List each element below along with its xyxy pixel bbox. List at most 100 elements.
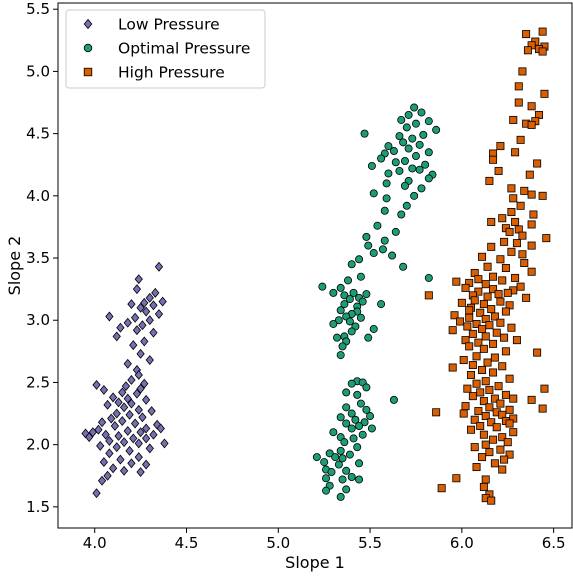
data-point: [112, 331, 121, 342]
data-point: [399, 138, 408, 147]
data-point: [538, 191, 547, 200]
data-point: [130, 418, 140, 429]
data-point: [485, 448, 494, 457]
data-point: [380, 236, 389, 245]
legend-marker: [83, 67, 93, 77]
data-point: [540, 89, 549, 98]
data-point: [338, 454, 347, 463]
data-point: [112, 408, 121, 419]
data-point: [345, 317, 354, 326]
data-point: [151, 287, 160, 298]
data-point: [356, 313, 365, 322]
data-point: [353, 443, 362, 452]
data-point: [437, 484, 446, 493]
data-point: [140, 378, 149, 389]
data-point: [141, 423, 151, 434]
data-point: [518, 67, 527, 76]
y-axis-title: Slope 2: [5, 236, 24, 296]
data-point: [141, 433, 151, 444]
data-point: [127, 458, 136, 469]
data-point: [487, 242, 496, 251]
data-point: [481, 475, 490, 484]
data-point: [424, 273, 433, 282]
y-tick-label: 3.0: [26, 311, 50, 329]
data-point: [366, 412, 375, 421]
data-point: [459, 409, 468, 418]
data-point: [496, 318, 505, 327]
data-point: [329, 288, 338, 297]
data-point: [327, 468, 336, 477]
data-point: [322, 486, 331, 495]
data-point: [132, 325, 142, 336]
data-point: [85, 432, 94, 443]
data-point: [483, 358, 492, 367]
data-point: [147, 406, 156, 417]
y-tick-label: 5.5: [26, 0, 50, 18]
data-point: [123, 317, 132, 328]
data-point: [347, 409, 356, 418]
data-point: [349, 434, 358, 443]
data-point: [478, 366, 487, 375]
data-point: [511, 217, 520, 226]
data-point: [417, 184, 426, 193]
data-point: [141, 306, 151, 317]
data-point: [119, 402, 129, 413]
data-point: [345, 450, 354, 459]
data-point: [540, 384, 549, 393]
data-point: [367, 161, 376, 170]
data-point: [472, 352, 481, 361]
data-point: [112, 442, 121, 453]
data-point: [336, 351, 345, 360]
data-point: [481, 412, 490, 421]
data-point: [116, 454, 125, 465]
data-point: [463, 384, 472, 393]
data-point: [474, 407, 483, 416]
y-axis-ticks: 1.5 2.0 2.5 3.0 3.5 4.0 4.5 5.0 5.5: [26, 0, 58, 516]
x-axis-title: Slope 1: [285, 553, 345, 572]
data-point: [478, 324, 487, 333]
data-point: [141, 459, 151, 470]
data-point: [494, 290, 503, 299]
data-point: [507, 184, 516, 193]
data-point: [485, 321, 494, 330]
data-point: [153, 419, 162, 430]
data-point: [487, 418, 496, 427]
data-point: [336, 492, 345, 501]
data-point: [522, 30, 531, 39]
data-point: [501, 263, 510, 272]
x-tick-label: 5.0: [266, 534, 290, 552]
data-point: [99, 457, 109, 468]
data-point: [479, 300, 488, 309]
series-1: [312, 103, 441, 501]
data-point: [318, 282, 327, 291]
data-point: [389, 147, 398, 156]
data-point: [498, 214, 507, 223]
data-point: [424, 148, 433, 157]
data-point: [421, 160, 430, 169]
data-point: [498, 465, 507, 474]
data-point: [132, 388, 142, 399]
data-point: [154, 261, 164, 272]
data-point: [542, 234, 551, 243]
data-point: [351, 415, 360, 424]
data-point: [489, 285, 498, 294]
data-point: [505, 227, 514, 236]
data-point: [494, 382, 503, 391]
x-tick-label: 6.5: [542, 534, 566, 552]
data-point: [105, 435, 114, 446]
data-point: [468, 361, 477, 370]
data-point: [123, 393, 132, 404]
data-point: [344, 276, 353, 285]
data-point: [404, 110, 413, 119]
data-point: [463, 322, 472, 331]
data-point: [496, 445, 505, 454]
data-point: [432, 125, 441, 134]
data-point: [334, 460, 343, 469]
data-point: [479, 482, 488, 491]
data-point: [520, 259, 529, 268]
data-point: [362, 290, 371, 299]
data-point: [160, 438, 169, 449]
data-point: [391, 227, 400, 236]
y-tick-label: 5.0: [26, 62, 50, 80]
x-tick-label: 4.5: [175, 534, 199, 552]
